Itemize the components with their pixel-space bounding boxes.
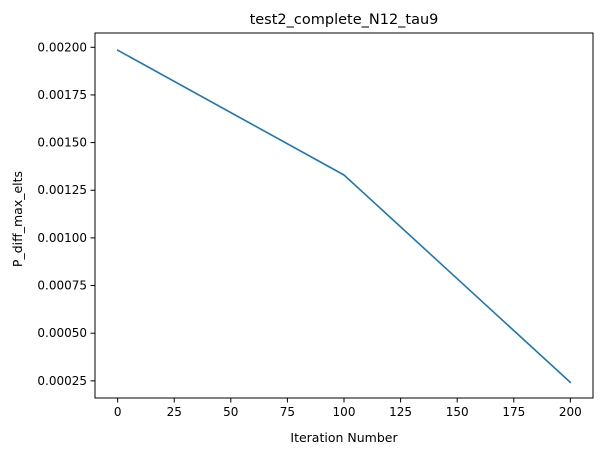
x-tick-label: 125: [389, 405, 412, 419]
chart-title: test2_complete_N12_tau9: [250, 12, 439, 28]
x-tick-label: 175: [502, 405, 525, 419]
y-tick-label: 0.00100: [37, 231, 87, 245]
y-tick-label: 0.00150: [37, 136, 87, 150]
y-tick-label: 0.00125: [37, 183, 87, 197]
axes-frame: [94, 32, 594, 399]
x-tick-label: 150: [446, 405, 469, 419]
y-tick-label: 0.00025: [37, 374, 87, 388]
y-tick-label: 0.00200: [37, 40, 87, 54]
y-tick-label: 0.00075: [37, 279, 87, 293]
y-axis-label: P_diff_max_elts: [10, 171, 25, 267]
plot-area: 0 25 50 75 100 125 150 175 200 0.00025 0.00050 0.00…: [37, 32, 594, 419]
y-tick-label: 0.00175: [37, 88, 87, 102]
x-tick-label: 25: [167, 405, 182, 419]
x-tick-label: 100: [333, 405, 356, 419]
x-axis-label: Iteration Number: [290, 430, 398, 445]
x-tick-label: 75: [280, 405, 295, 419]
x-tick-label: 0: [114, 405, 122, 419]
x-tick-label: 50: [223, 405, 238, 419]
y-tick-label: 0.00050: [37, 326, 87, 340]
x-tick-label: 200: [559, 405, 582, 419]
series-line-0: [116, 49, 572, 384]
